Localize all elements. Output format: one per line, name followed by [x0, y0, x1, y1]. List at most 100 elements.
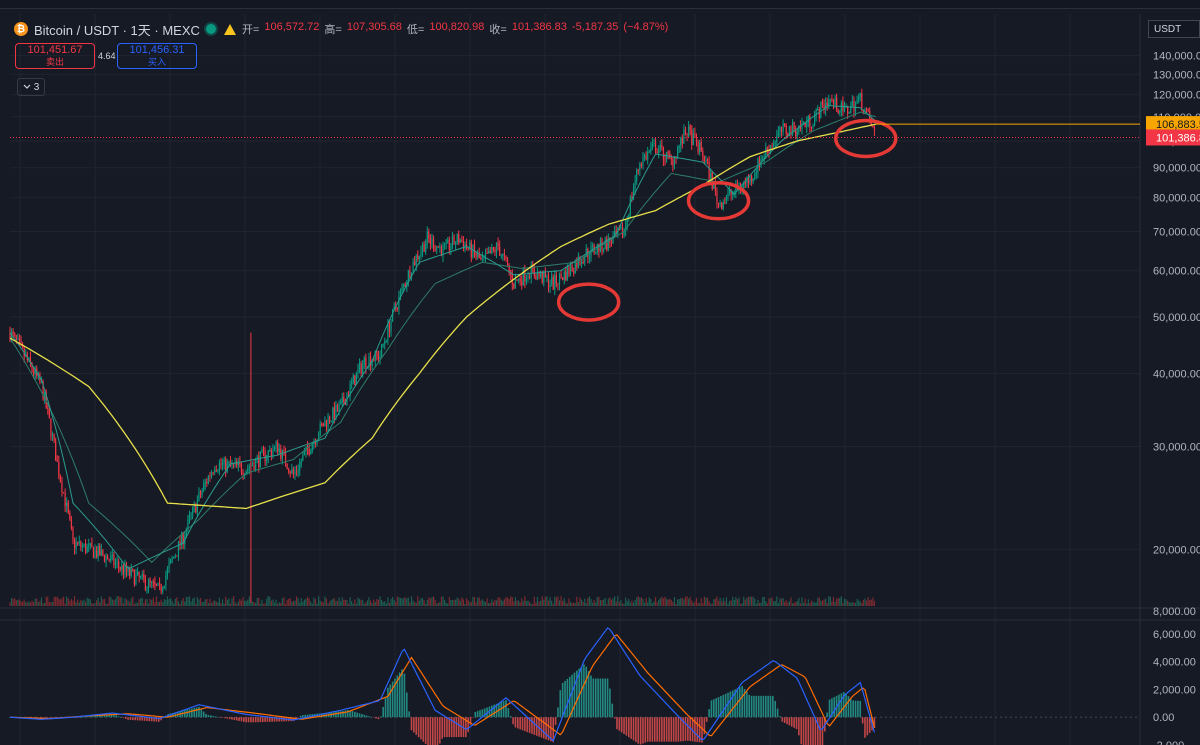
candle-body: [442, 245, 444, 256]
macd-histogram-bar: [694, 717, 696, 742]
candle-body: [747, 178, 750, 184]
volume-bar: [488, 602, 490, 606]
volume-bar: [56, 596, 58, 606]
volume-bar: [741, 603, 743, 606]
candle-body: [554, 275, 556, 290]
volume-bar: [747, 596, 750, 606]
macd-histogram-bar: [739, 687, 741, 718]
volume-bar: [480, 600, 482, 606]
macd-histogram-bar: [852, 700, 854, 718]
candle-body: [210, 472, 213, 477]
volume-bar: [664, 596, 666, 606]
macd-histogram-bar: [516, 717, 519, 729]
macd-histogram-bar: [160, 717, 162, 721]
symbol-title[interactable]: Bitcoin / USDT · 1天 · MEXC: [34, 22, 200, 38]
candle-body: [319, 423, 321, 436]
volume-bar: [743, 596, 745, 606]
candle-body: [733, 191, 735, 193]
volume-bar: [546, 596, 548, 606]
volume-bar: [237, 601, 239, 606]
volume-bar: [146, 598, 148, 606]
volume-bar: [10, 597, 13, 606]
volume-bar: [118, 596, 120, 606]
volume-bar: [215, 601, 217, 606]
candle-body: [516, 279, 518, 282]
volume-bar: [201, 602, 203, 606]
currency-selector[interactable]: USDT: [1148, 20, 1200, 38]
volume-bar: [218, 597, 221, 606]
sell-button[interactable]: 101,451.67 卖出: [15, 43, 95, 69]
volume-bar: [83, 599, 85, 606]
macd-histogram-bar: [370, 716, 373, 718]
macd-histogram-bar: [672, 717, 675, 742]
macd-histogram-bar: [146, 717, 148, 721]
macd-histogram-bar: [467, 717, 469, 733]
volume-bar: [695, 597, 698, 606]
candle-body: [544, 271, 546, 278]
volume-bar: [472, 596, 474, 606]
candle-body: [81, 545, 84, 548]
candle-body: [51, 434, 54, 437]
volume-bar: [582, 601, 584, 606]
macd-histogram-bar: [113, 714, 115, 718]
volume-bar: [763, 596, 765, 606]
volume-bar: [143, 603, 145, 606]
candle-body: [443, 243, 446, 246]
volume-bar: [560, 596, 562, 606]
volume-bar: [530, 603, 532, 606]
volume-bar: [399, 597, 402, 606]
volume-bar: [177, 601, 180, 606]
candle-body: [648, 151, 650, 153]
candle-body: [804, 122, 806, 127]
candle-body: [713, 183, 715, 189]
macd-histogram-bar: [415, 717, 418, 735]
volume-bar: [229, 603, 232, 606]
candle-body: [193, 504, 195, 508]
volume-bar: [645, 598, 647, 606]
candle-body: [237, 461, 239, 466]
candle-body: [569, 265, 572, 275]
volume-bar: [554, 596, 556, 606]
volume-bar: [615, 601, 617, 606]
volume-bar: [302, 601, 304, 606]
price-candles: [9, 88, 876, 603]
volume-bar: [469, 602, 471, 606]
macd-histogram-bar: [668, 717, 670, 742]
volume-bar: [17, 599, 19, 606]
macd-histogram-bar: [547, 717, 550, 741]
volume-bar: [226, 599, 228, 606]
macd-histogram-bar: [84, 716, 87, 718]
indicators-toggle[interactable]: 3: [17, 78, 45, 96]
annotation-ellipse: [834, 118, 898, 159]
candle-body: [603, 249, 605, 252]
macd-histogram-bar: [729, 691, 732, 718]
volume-bar: [440, 596, 443, 606]
price-axis: 140,000.00130,000.00120,000.00110,000.00…: [10, 51, 1200, 745]
volume-bar: [288, 598, 290, 606]
volume-bar: [829, 596, 831, 606]
candle-body: [826, 102, 828, 106]
macd-histogram-bar: [398, 672, 401, 718]
price-tick-label: 40,000.00: [1153, 368, 1200, 380]
candle-body: [551, 276, 553, 285]
volume-bar: [157, 601, 159, 606]
candle-body: [50, 418, 52, 437]
volume-bar: [466, 598, 468, 606]
volume-bar: [590, 598, 592, 606]
macd-histogram-bar: [741, 686, 743, 718]
candle-body: [823, 104, 825, 111]
volume-bar: [807, 599, 809, 606]
volume-bar: [280, 602, 282, 606]
flag-icon[interactable]: [223, 23, 236, 35]
volume-bar: [532, 603, 534, 606]
macd-histogram-bar: [583, 664, 585, 718]
volume-bar: [50, 602, 52, 606]
volume-bar: [188, 596, 191, 606]
volume-bar: [584, 598, 586, 606]
macd-histogram-bar: [356, 712, 358, 718]
buy-button[interactable]: 101,456.31 买入: [117, 43, 197, 69]
volume-bar: [576, 596, 578, 606]
volume-bar: [771, 597, 773, 606]
volume-bar: [587, 597, 589, 606]
volume-bar: [152, 597, 154, 606]
